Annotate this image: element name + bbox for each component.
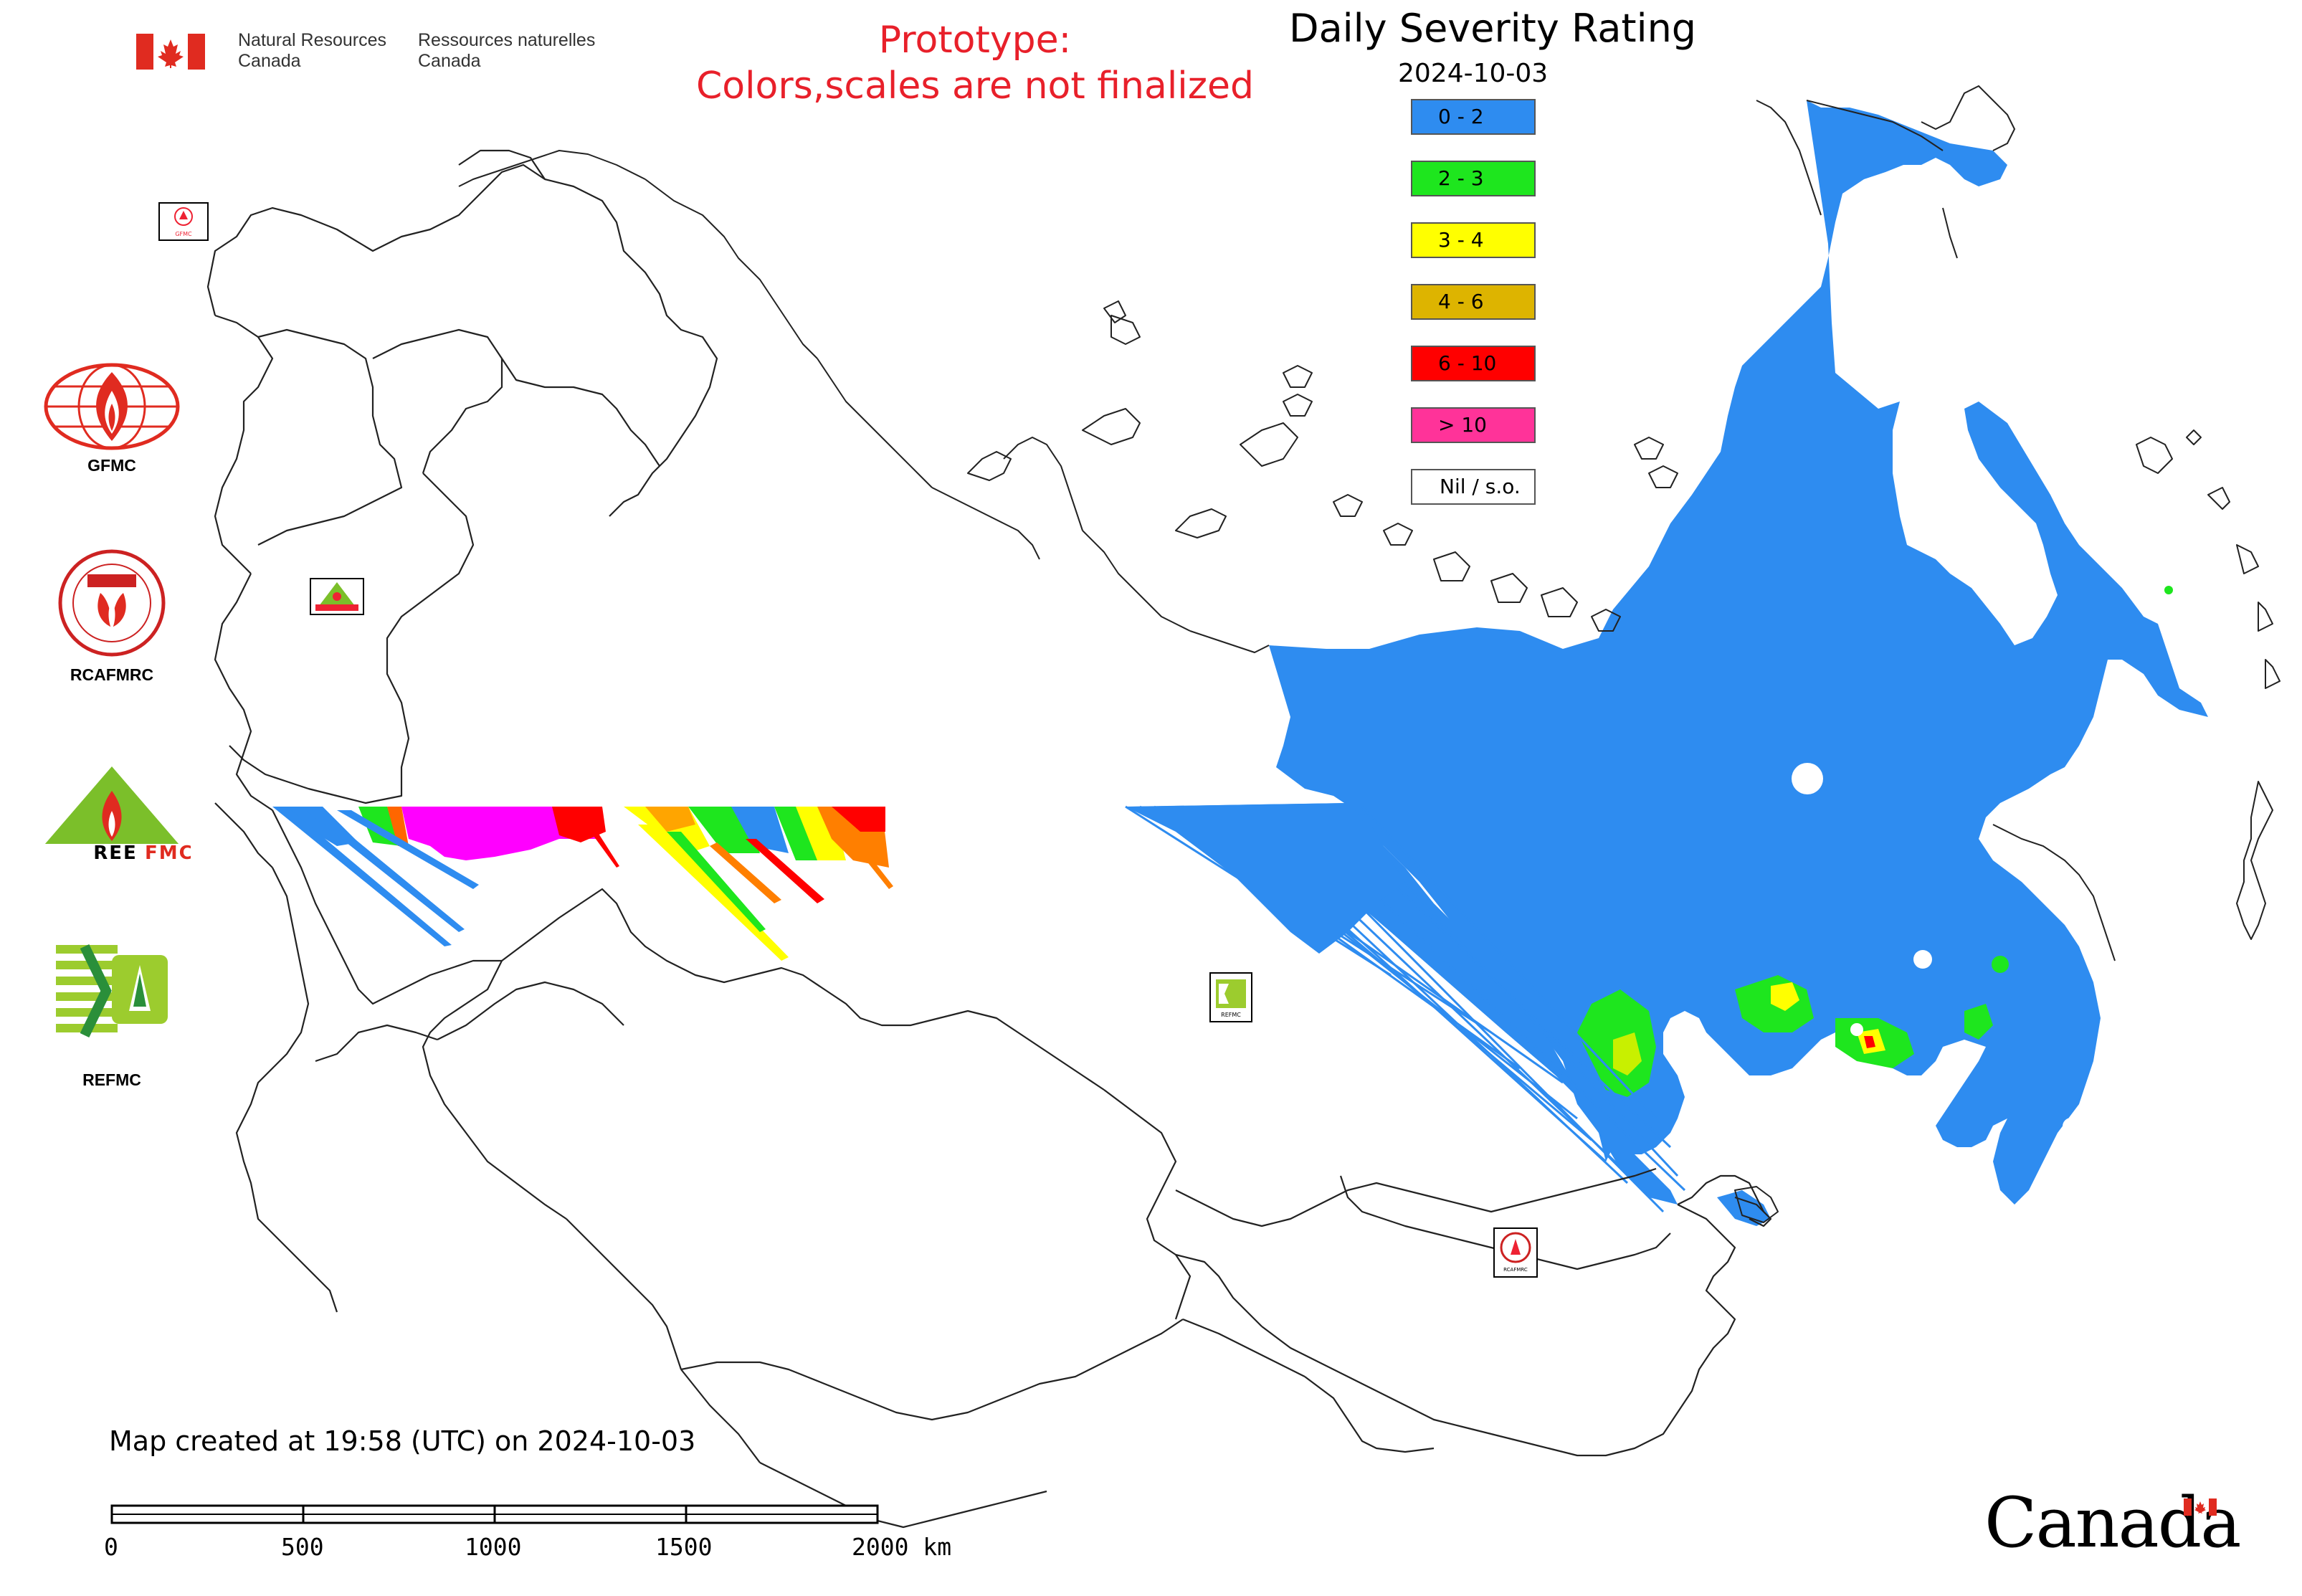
canada-wordmark-text: Canada <box>1984 1483 2241 1563</box>
scale-tick-500: 500 <box>281 1533 324 1561</box>
legend-item-gt-10: > 10 <box>1411 407 1536 443</box>
org-rcafmrc: RCAFMRC <box>40 548 184 692</box>
legend-item-2-3: 2 - 3 <box>1411 161 1536 196</box>
prototype-notice-line2: Colors,scales are not finalized <box>695 65 1255 108</box>
org-label-rcafmrc: RCAFMRC <box>70 665 154 684</box>
svg-text:REE: REE <box>93 842 138 864</box>
dept-fr-line2: Canada <box>418 51 481 71</box>
scale-tick-1000: 1000 <box>465 1533 522 1561</box>
wordmark-flag-icon <box>2184 1498 2217 1516</box>
gfmc-logo-icon <box>44 363 180 450</box>
severity-band-middle <box>1126 803 1405 954</box>
svg-text:REFMC: REFMC <box>1221 1012 1241 1018</box>
legend-item-6-10: 6 - 10 <box>1411 346 1536 381</box>
severity-zone-east <box>1133 100 2208 1226</box>
map-station-rcafmrc: RCAFMRC <box>1493 1227 1538 1278</box>
map-created-note: Map created at 19:58 (UTC) on 2024-10-03 <box>109 1425 696 1457</box>
map-date: 2024-10-03 <box>1398 59 1549 88</box>
legend-item-3-4: 3 - 4 <box>1411 222 1536 258</box>
svg-text:FMC: FMC <box>145 842 191 864</box>
svg-text:RCAFMRC: RCAFMRC <box>1503 1267 1528 1273</box>
dept-en-line2: Canada <box>238 51 301 71</box>
refmc-logo-icon <box>56 944 168 1038</box>
country-borders <box>206 149 1772 1529</box>
map-station-gfmc: GFMC <box>158 202 209 241</box>
legend-item-nil: Nil / s.o. <box>1411 469 1536 505</box>
dept-en-line1: Natural Resources <box>238 30 387 50</box>
org-reefmc: REE FMC <box>40 764 191 871</box>
map-station-refmc: REFMC <box>1209 972 1252 1022</box>
far-east-coast <box>1921 85 2116 961</box>
org-label-gfmc: GFMC <box>87 456 136 475</box>
scale-tick-1500: 1500 <box>655 1533 713 1561</box>
canada-wordmark: Canada <box>1984 1483 2241 1569</box>
svg-text:GFMC: GFMC <box>175 231 192 237</box>
scale-bar-graphic <box>110 1504 879 1524</box>
legend-item-0-2: 0 - 2 <box>1411 99 1536 135</box>
scale-tick-2000: 2000 km <box>852 1533 952 1561</box>
canada-flag-icon <box>136 34 205 70</box>
legend-item-4-6: 4 - 6 <box>1411 284 1536 320</box>
prototype-notice: Prototype: Colors,scales are not finaliz… <box>667 17 1283 109</box>
rcafmrc-logo-icon <box>58 549 166 657</box>
org-gfmc: GFMC <box>40 362 184 477</box>
severity-zone-west <box>272 807 893 961</box>
org-label-refmc: REFMC <box>82 1070 141 1089</box>
dept-fr-line1: Ressources naturelles <box>418 30 596 50</box>
nrcan-signature: Natural Resources Canada Ressources natu… <box>136 30 609 76</box>
prototype-notice-line1: Prototype: <box>878 19 1072 62</box>
map-station-reefmc <box>310 578 364 615</box>
arctic-coastlines <box>458 100 2280 1223</box>
org-refmc: REFMC <box>40 939 184 1089</box>
scale-tick-0: 0 <box>104 1533 118 1561</box>
map-title: Daily Severity Rating <box>1289 6 1697 51</box>
reefmc-logo-icon: REE FMC <box>40 766 191 864</box>
